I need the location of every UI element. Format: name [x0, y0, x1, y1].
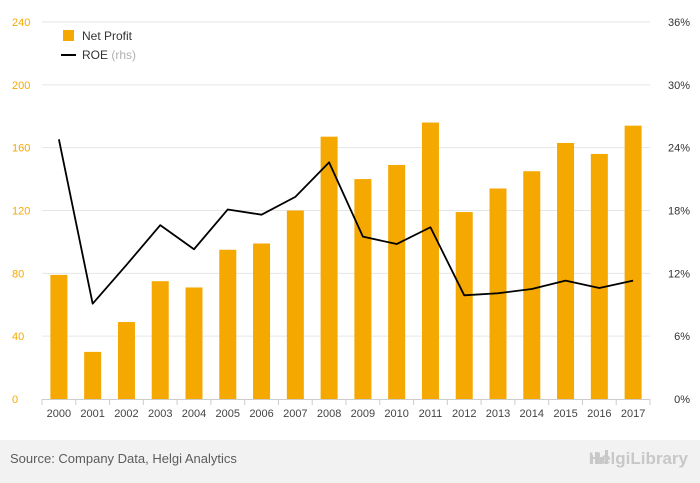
bar-net-profit [421, 122, 439, 400]
x-tick-label: 2013 [486, 408, 510, 420]
x-tick-label: 2002 [114, 408, 138, 420]
helgi-logo-icon [589, 450, 608, 464]
bar-net-profit [151, 281, 169, 399]
right-tick-label: 0% [674, 394, 690, 406]
left-tick-label: 200 [12, 80, 30, 92]
x-tick-label: 2008 [317, 408, 341, 420]
legend-swatch-net-profit [63, 30, 74, 41]
bar-net-profit [286, 210, 304, 399]
x-tick-label: 2001 [80, 408, 104, 420]
bar-net-profit [320, 136, 338, 399]
x-tick-label: 2004 [182, 408, 206, 420]
bar-net-profit [253, 243, 271, 399]
bar-net-profit [219, 249, 237, 399]
x-tick-label: 2014 [520, 408, 544, 420]
right-tick-label: 36% [668, 17, 690, 29]
x-tick-label: 2009 [351, 408, 375, 420]
legend-label-net-profit: Net Profit [82, 29, 133, 43]
x-tick-label: 2015 [553, 408, 577, 420]
bar-net-profit [185, 287, 203, 399]
bar-net-profit [50, 274, 68, 399]
left-tick-label: 160 [12, 143, 30, 155]
bar-net-profit [557, 142, 575, 399]
x-tick-label: 2017 [621, 408, 645, 420]
right-tick-label: 6% [674, 331, 690, 343]
chart-svg: 0 0% 40 6% 80 12% 120 18% 160 24% 200 30% 240 36% 2000… [12, 17, 690, 420]
bar-net-profit [523, 171, 541, 399]
bar-net-profit [354, 179, 372, 399]
bar-net-profit [455, 212, 473, 399]
bar-net-profit [388, 164, 406, 399]
footer: Source: Company Data, Helgi Analytics He… [0, 440, 700, 483]
left-tick-label: 120 [12, 206, 30, 218]
right-tick-label: 24% [668, 143, 690, 155]
legend-label-roe-suffix: (rhs) [111, 48, 136, 62]
x-tick-label: 2011 [419, 408, 443, 420]
x-tick-label: 2007 [283, 408, 307, 420]
left-tick-label: 40 [12, 331, 24, 343]
left-tick-label: 240 [12, 17, 30, 29]
bar-net-profit [624, 125, 642, 400]
right-tick-label: 18% [668, 206, 690, 218]
x-tick-label: 2006 [249, 408, 273, 420]
source-note: Source: Company Data, Helgi Analytics [10, 451, 237, 466]
left-tick-label: 80 [12, 268, 24, 280]
x-tick-label: 2000 [47, 408, 71, 420]
x-tick-label: 2005 [216, 408, 240, 420]
brand-logo: HelgiLibrary [589, 449, 688, 469]
x-tick-label: 2003 [148, 408, 172, 420]
bar-net-profit [590, 153, 608, 399]
roe-line [58, 139, 634, 305]
legend-label-roe: ROE (rhs) [82, 48, 136, 62]
x-tick-label: 2016 [587, 408, 611, 420]
brand-name: HelgiLibrary [588, 449, 688, 468]
x-tick-label: 2010 [384, 408, 408, 420]
right-tick-label: 12% [668, 268, 690, 280]
x-tick-label: 2012 [452, 408, 476, 420]
bar-net-profit [84, 351, 102, 399]
right-tick-label: 30% [668, 80, 690, 92]
left-tick-label: 0 [12, 394, 18, 406]
bar-net-profit [117, 322, 135, 399]
